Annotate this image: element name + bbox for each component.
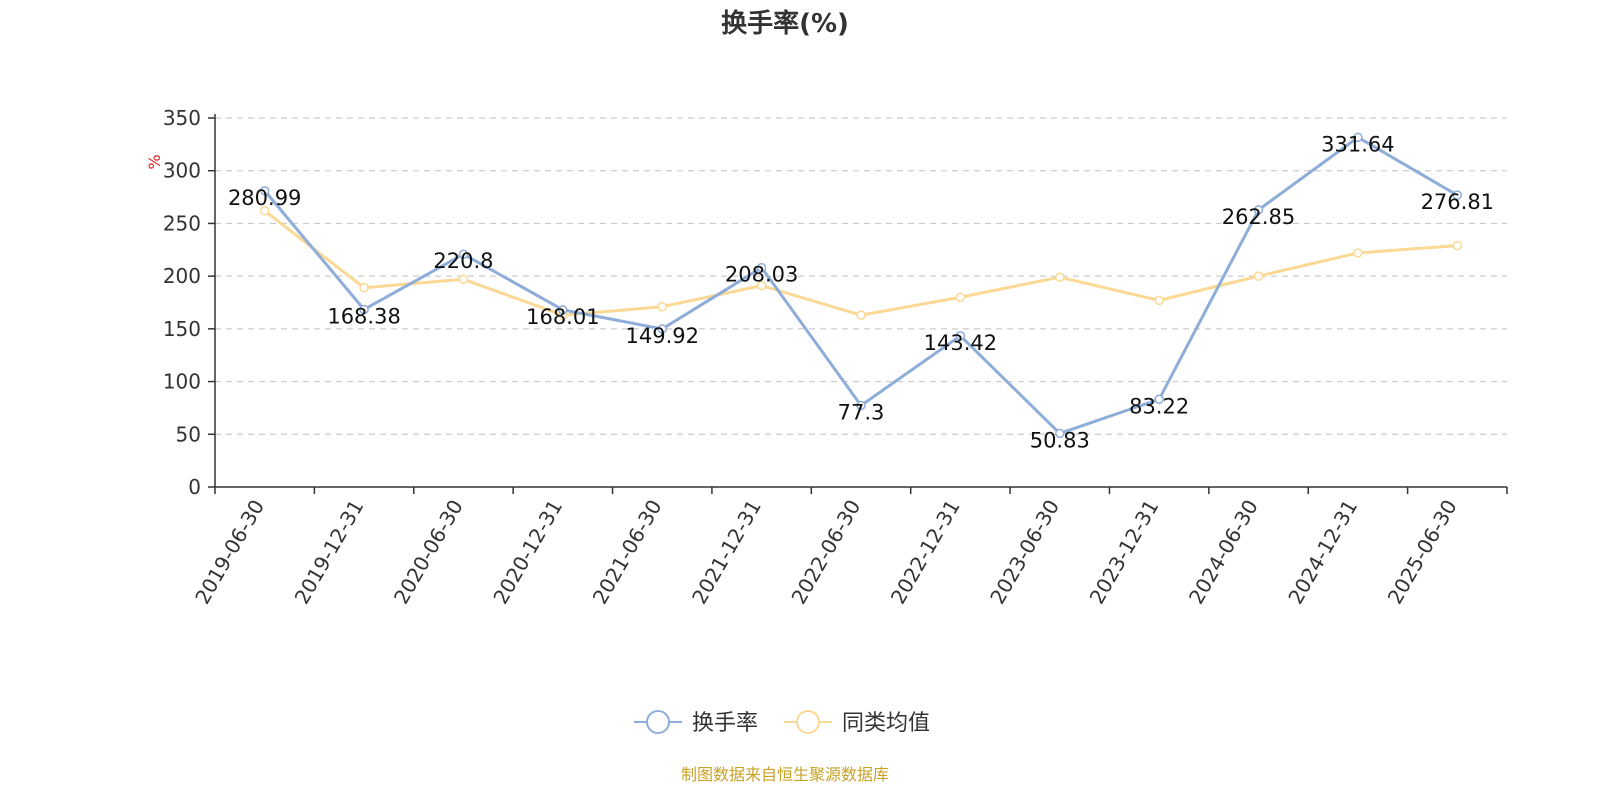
data-point-turnover[interactable] <box>756 262 767 273</box>
y-tick-label: 50 <box>176 422 201 446</box>
data-point-turnover[interactable] <box>657 324 667 334</box>
x-tick-label: 2022-12-31 <box>886 496 965 609</box>
y-tick-label: 250 <box>163 211 201 235</box>
data-point-turnover[interactable] <box>458 249 469 259</box>
data-point-turnover[interactable] <box>856 400 866 411</box>
y-axis-unit-label: % <box>145 154 164 169</box>
data-label: 168.01 <box>526 305 599 329</box>
x-tick-label: 2023-06-30 <box>985 496 1064 609</box>
data-point-turnover[interactable] <box>1154 394 1164 405</box>
data-point-peer-average[interactable] <box>259 206 270 216</box>
legend-item-turnover[interactable]: 换手率 <box>634 710 758 736</box>
legend: 换手率 同类均值 <box>634 710 930 736</box>
data-point-peer-average[interactable] <box>756 280 767 291</box>
x-tick-label: 2021-06-30 <box>588 496 667 609</box>
data-point-peer-average[interactable] <box>955 292 966 302</box>
data-label: 262.85 <box>1222 205 1295 229</box>
data-point-peer-average[interactable] <box>1353 248 1363 258</box>
x-tick-labels: 2019-06-30 2019-12-31 2020-06-30 2020-12-31… <box>190 496 1462 609</box>
y-tick-label: 300 <box>163 159 201 183</box>
x-tick-label: 2020-12-31 <box>488 496 567 609</box>
y-tick-label: 350 <box>163 106 201 130</box>
data-label: 149.92 <box>625 324 698 348</box>
data-point-peer-average[interactable] <box>458 274 469 285</box>
x-tick-label: 2020-06-30 <box>389 496 468 609</box>
legend-item-peer-average[interactable]: 同类均值 <box>784 710 930 736</box>
grid-lines <box>215 117 1507 435</box>
data-label: 276.81 <box>1421 190 1494 214</box>
data-point-turnover[interactable] <box>1055 428 1065 439</box>
legend-swatch-marker-peer-average <box>796 710 820 734</box>
data-label: 208.03 <box>725 263 798 287</box>
data-point-turnover[interactable] <box>1253 205 1264 215</box>
data-point-turnover[interactable] <box>1452 190 1463 200</box>
data-point-peer-average[interactable] <box>1055 272 1065 282</box>
legend-swatch-marker-turnover <box>646 710 670 734</box>
data-point-peer-average[interactable] <box>359 282 369 293</box>
series-line-turnover <box>263 135 1459 435</box>
data-point-peer-average[interactable] <box>856 310 866 320</box>
legend-label-peer-average: 同类均值 <box>842 711 930 736</box>
x-tick-label: 2023-12-31 <box>1085 496 1164 609</box>
x-tick-label: 2019-06-30 <box>190 496 269 609</box>
x-tick-label: 2021-12-31 <box>687 496 766 609</box>
x-tick-label: 2022-06-30 <box>786 496 865 609</box>
data-point-turnover[interactable] <box>558 305 568 315</box>
x-tick-label: 2019-12-31 <box>290 496 369 609</box>
data-point-peer-average[interactable] <box>1253 271 1264 281</box>
data-label: 77.3 <box>838 401 885 425</box>
x-tick-label: 2025-06-30 <box>1383 496 1462 609</box>
data-point-turnover[interactable] <box>955 331 966 341</box>
source-note: 制图数据来自恒生聚源数据库 <box>681 765 889 784</box>
data-labels: 280.99 168.38 220.8 168.01 149.92 208.03 77.3 1… <box>228 132 1494 452</box>
y-tick-labels: 0 50 100 150 200 250 300 350 <box>163 106 201 499</box>
y-tick-label: 100 <box>163 370 201 394</box>
data-point-peer-average[interactable] <box>657 301 667 312</box>
data-label: 83.22 <box>1129 394 1189 418</box>
axes <box>208 114 1508 494</box>
y-tick-label: 0 <box>188 475 201 499</box>
data-label: 331.64 <box>1321 132 1394 156</box>
data-label: 168.38 <box>327 304 400 328</box>
x-tick-label: 2024-12-31 <box>1283 496 1362 609</box>
data-point-peer-average[interactable] <box>1452 240 1463 251</box>
data-point-turnover[interactable] <box>359 304 369 315</box>
data-label: 220.8 <box>433 249 493 273</box>
data-label: 143.42 <box>924 331 997 355</box>
y-tick-label: 200 <box>163 264 201 288</box>
x-tick-label: 2024-06-30 <box>1184 496 1263 609</box>
data-point-turnover[interactable] <box>1353 132 1363 143</box>
legend-label-turnover: 换手率 <box>692 711 758 736</box>
data-label: 50.83 <box>1030 428 1090 452</box>
chart-title: 换手率(%) <box>721 8 849 39</box>
y-tick-label: 150 <box>163 317 201 341</box>
data-point-turnover[interactable] <box>259 186 270 196</box>
data-label: 280.99 <box>228 186 301 210</box>
data-point-peer-average[interactable] <box>1154 295 1164 306</box>
series-lines <box>259 132 1463 439</box>
